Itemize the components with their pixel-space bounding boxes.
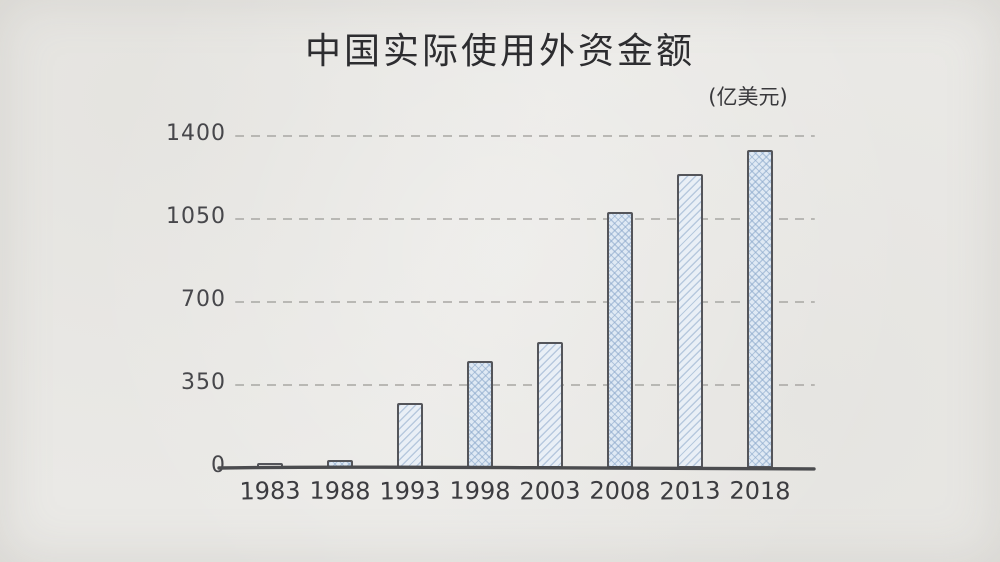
gridline-700 <box>235 301 815 303</box>
bar-2018 <box>747 150 773 468</box>
bar-2008 <box>607 211 633 468</box>
y-tick-label-1050: 1050 <box>166 204 226 229</box>
y-tick-label-0: 0 <box>211 453 226 478</box>
unit-label: (亿美元) <box>708 85 788 109</box>
gridline-1050 <box>235 218 815 220</box>
gridline-350 <box>235 384 815 386</box>
gridline-1400 <box>235 135 815 137</box>
bar-2013 <box>677 173 703 468</box>
y-tick-label-1400: 1400 <box>166 121 226 146</box>
bar-2003 <box>537 342 563 468</box>
bar-1993 <box>397 402 423 468</box>
y-tick-label-350: 350 <box>181 370 226 395</box>
y-tick-label-700: 700 <box>181 287 226 312</box>
chart-title: 中国实际使用外资金额 <box>304 31 695 72</box>
x-tick-label-2018: 2018 <box>729 476 791 506</box>
bar-1988 <box>327 460 353 468</box>
bar-1983 <box>257 462 283 468</box>
bar-1998 <box>467 361 493 468</box>
